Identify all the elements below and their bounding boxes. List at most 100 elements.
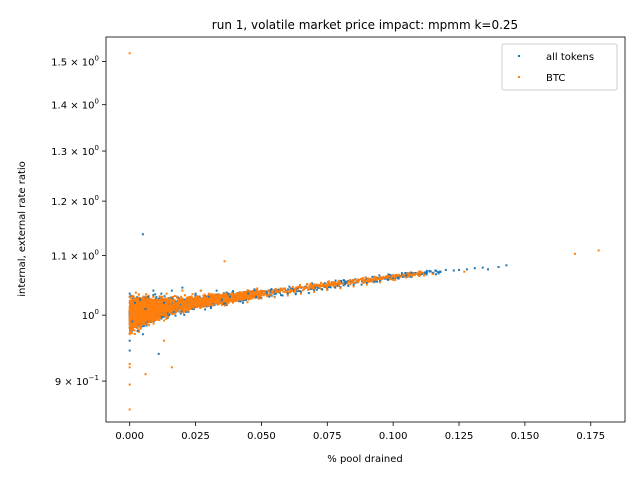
scatter-point-btc-cloud xyxy=(219,302,222,305)
scatter-point-btc-cloud xyxy=(247,298,250,301)
scatter-point-all-tokens-cloud xyxy=(194,294,197,297)
scatter-point-btc-cloud xyxy=(161,297,164,300)
scatter-point-btc-cloud xyxy=(327,280,330,283)
scatter-point-all-tokens-cloud xyxy=(436,270,439,273)
scatter-point-all-tokens-cloud xyxy=(193,306,196,309)
scatter-point-btc-cloud xyxy=(240,293,243,296)
scatter-point-btc-cloud xyxy=(198,304,201,307)
scatter-point-btc-cloud xyxy=(215,294,218,297)
scatter-point-btc-cloud xyxy=(248,289,251,292)
scatter-point-all-tokens-cloud xyxy=(266,291,269,294)
scatter-point-all-tokens-cloud xyxy=(329,286,332,289)
scatter-point-all-tokens-cloud xyxy=(161,315,164,318)
scatter-point-btc-cloud xyxy=(227,295,230,298)
scatter-point-all-tokens-cloud xyxy=(209,307,212,310)
scatter-point-btc-cloud xyxy=(332,281,335,284)
scatter-point-btc-cloud xyxy=(263,290,266,293)
scatter-point-btc-cloud xyxy=(367,279,370,282)
scatter-point-btc-cloud xyxy=(373,275,376,278)
scatter-point-btc-cloud xyxy=(185,298,188,301)
scatter-point-btc-cloud xyxy=(146,299,149,302)
scatter-point-all-tokens-cloud xyxy=(315,288,318,291)
scatter-point-btc-cloud xyxy=(182,306,185,309)
scatter-point-all-tokens-cloud xyxy=(334,279,337,282)
scatter-point-all-tokens-cloud xyxy=(429,270,432,273)
scatter-point-btc-cloud xyxy=(226,301,229,304)
scatter-point-all-tokens-cloud xyxy=(270,294,273,297)
scatter-point-btc-cloud xyxy=(260,293,263,296)
scatter-point-all-tokens-cloud xyxy=(222,292,225,295)
scatter-point-btc-cloud xyxy=(188,300,191,303)
scatter-point-btc-cloud xyxy=(256,287,259,290)
scatter-point-btc-cloud xyxy=(210,293,213,296)
scatter-point-btc-cloud xyxy=(355,280,358,283)
scatter-point-btc-cloud xyxy=(164,315,167,318)
scatter-point-all-tokens-cloud xyxy=(209,305,212,308)
scatter-point-all-tokens-cloud xyxy=(280,294,283,297)
scatter-point-btc-cloud xyxy=(241,291,244,294)
scatter-point-btc-cloud xyxy=(301,286,304,289)
scatter-point-all-tokens-cloud xyxy=(336,284,339,287)
scatter-point-all-tokens-cloud xyxy=(401,275,404,278)
scatter-point-all-tokens-cloud xyxy=(371,275,374,278)
scatter-point-btc-cloud xyxy=(288,290,291,293)
scatter-point-btc-cloud xyxy=(291,289,294,292)
scatter-point-btc-cloud xyxy=(179,306,182,309)
scatter-point-btc-cloud xyxy=(161,299,164,302)
scatter-point-btc-cloud xyxy=(246,292,249,295)
scatter-point-btc-cloud xyxy=(145,293,148,296)
scatter-point-btc-cloud xyxy=(175,309,178,312)
scatter-point-btc-cloud xyxy=(158,295,161,298)
scatter-point-btc-cloud xyxy=(167,315,170,318)
scatter-point-btc-cloud xyxy=(158,301,161,304)
scatter-point-all-tokens-cloud xyxy=(434,273,437,276)
scatter-point-all-tokens-cloud xyxy=(160,317,163,320)
scatter-point-all-tokens-cloud xyxy=(437,272,440,275)
scatter-point-btc-cloud xyxy=(130,300,133,303)
scatter-point-all-tokens-cloud xyxy=(154,293,157,296)
scatter-point-all-tokens-cloud xyxy=(317,286,320,289)
scatter-point-btc-cloud xyxy=(303,286,306,289)
scatter-point-btc-cloud xyxy=(173,312,176,315)
scatter-point-btc-cloud xyxy=(155,316,158,319)
scatter-point-btc-cloud xyxy=(274,290,277,293)
scatter-point-btc-cloud xyxy=(176,304,179,307)
scatter-point-btc-cloud xyxy=(181,298,184,301)
scatter-point-btc-cloud xyxy=(200,305,203,308)
scatter-point-btc-cloud xyxy=(179,298,182,301)
scatter-point-btc-cloud xyxy=(398,273,401,276)
scatter-point-btc-cloud xyxy=(158,299,161,302)
scatter-point-all-tokens-cloud xyxy=(425,273,428,276)
scatter-point-btc-cloud xyxy=(155,298,158,301)
scatter-point-btc-cloud xyxy=(199,306,202,309)
scatter-point-btc-cloud xyxy=(170,308,173,311)
scatter-point-btc-cloud xyxy=(301,289,304,292)
scatter-point-btc-cloud xyxy=(347,283,350,286)
scatter-point-all-tokens-cloud xyxy=(166,311,169,314)
scatter-point-btc-cloud xyxy=(313,285,316,288)
scatter-point-btc-cloud xyxy=(153,312,156,315)
scatter-point-all-tokens-cloud xyxy=(177,296,180,299)
scatter-point-all-tokens-cloud xyxy=(166,312,169,315)
scatter-point-btc-cloud xyxy=(137,321,140,324)
scatter-point-btc-cloud xyxy=(339,281,342,284)
scatter-point-btc-cloud xyxy=(227,297,230,300)
scatter-point-btc-cloud xyxy=(186,309,189,312)
scatter-point-btc-cloud xyxy=(134,291,137,294)
scatter-point-btc-cloud xyxy=(164,309,167,312)
scatter-point-btc-cloud xyxy=(370,278,373,281)
scatter-point-btc-cloud xyxy=(356,278,359,281)
scatter-point-btc-cloud xyxy=(157,304,160,307)
scatter-point-all-tokens-cloud xyxy=(421,273,424,276)
scatter-point-all-tokens-cloud xyxy=(397,277,400,280)
scatter-point-btc-cloud xyxy=(207,303,210,305)
scatter-point-btc-cloud xyxy=(158,298,161,301)
scatter-point-all-tokens-cloud xyxy=(180,309,183,312)
scatter-point-all-tokens-cloud xyxy=(327,286,330,289)
scatter-point-btc-cloud xyxy=(147,298,150,301)
scatter-point-btc-cloud xyxy=(289,288,292,291)
scatter-points xyxy=(128,52,600,411)
scatter-point-btc-cloud xyxy=(202,294,205,297)
scatter-point-btc-cloud xyxy=(393,277,396,280)
scatter-point-btc-cloud xyxy=(242,297,245,300)
